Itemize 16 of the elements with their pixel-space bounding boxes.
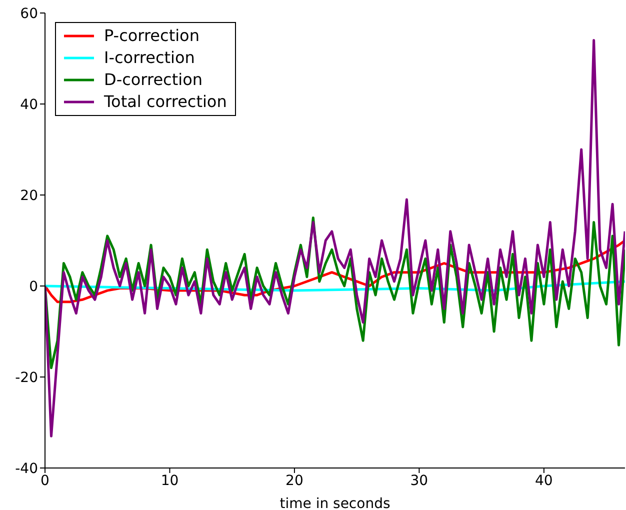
y-tick-label: -40 [15,460,38,477]
y-tick-label: 20 [20,188,38,204]
y-tick-label: -20 [15,370,38,386]
x-tick-label: 0 [40,472,50,489]
legend-label: Total correction [104,91,227,113]
x-tick-label: 30 [410,472,428,489]
y-tick-label: 0 [29,278,38,295]
y-tick-label: 40 [20,96,38,113]
legend-label: D-correction [104,69,202,91]
y-tick-label: 60 [20,6,38,22]
x-axis-title: time in seconds [280,496,390,510]
x-tick-label: 10 [160,472,179,489]
x-tick-label: 40 [535,472,553,489]
legend-label: P-correction [104,25,200,47]
x-tick-label: 20 [286,472,304,489]
legend-label: I-correction [104,47,195,69]
